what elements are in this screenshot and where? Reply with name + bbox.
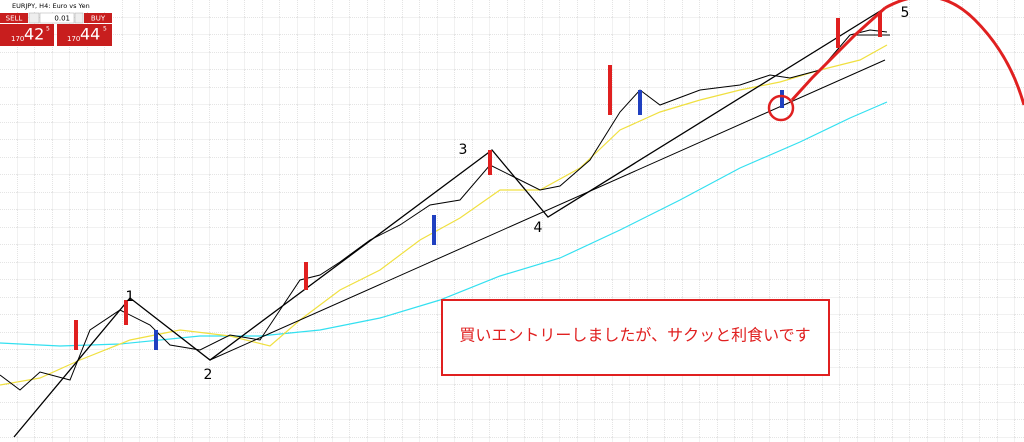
candles bbox=[74, 12, 882, 350]
lot-down[interactable] bbox=[28, 12, 40, 24]
entry-circle bbox=[767, 94, 795, 122]
wave-label: 3 bbox=[459, 142, 468, 158]
wave-label: 1 bbox=[126, 289, 135, 305]
buy-price-big: 170 bbox=[67, 35, 80, 43]
price-line bbox=[0, 29, 888, 391]
wave-label: 5 bbox=[901, 5, 910, 21]
trend-arrow bbox=[790, 6, 887, 102]
annotation-box bbox=[441, 299, 830, 376]
sell-price-box[interactable] bbox=[0, 24, 54, 46]
lot-box[interactable] bbox=[39, 12, 75, 24]
buy-price-main: 44 bbox=[80, 25, 100, 44]
sell-price-sup: 5 bbox=[46, 26, 50, 33]
symbol: EURJPY, H4: Euro vs Yen bbox=[12, 2, 90, 10]
sell-price-big: 170 bbox=[11, 35, 24, 43]
trade-panel: EURJPY, H4: Euro vs Yen SELL 0.01 BUY 17… bbox=[0, 0, 112, 46]
buy-price-box[interactable] bbox=[57, 24, 112, 46]
wave-label: 4 bbox=[534, 220, 543, 236]
ma-mid bbox=[0, 44, 888, 386]
channel-line bbox=[209, 59, 886, 361]
sell-button[interactable] bbox=[0, 13, 28, 23]
sell-label[interactable]: SELL bbox=[6, 15, 23, 23]
profit-arc bbox=[884, 0, 1024, 106]
lot-up[interactable] bbox=[74, 12, 84, 24]
annotation: 買いエントリーしましたが、サクッと利食いです bbox=[459, 326, 810, 345]
lot: 0.01 bbox=[54, 15, 70, 23]
wave-line bbox=[13, 7, 886, 438]
wave-label: 2 bbox=[204, 367, 213, 383]
ma-slow bbox=[0, 101, 888, 347]
buy-label[interactable]: BUY bbox=[91, 15, 106, 23]
panel-header bbox=[0, 0, 112, 12]
sell-price-main: 42 bbox=[24, 25, 44, 44]
buy-button[interactable] bbox=[84, 13, 112, 23]
buy-price-sup: 5 bbox=[103, 26, 107, 33]
